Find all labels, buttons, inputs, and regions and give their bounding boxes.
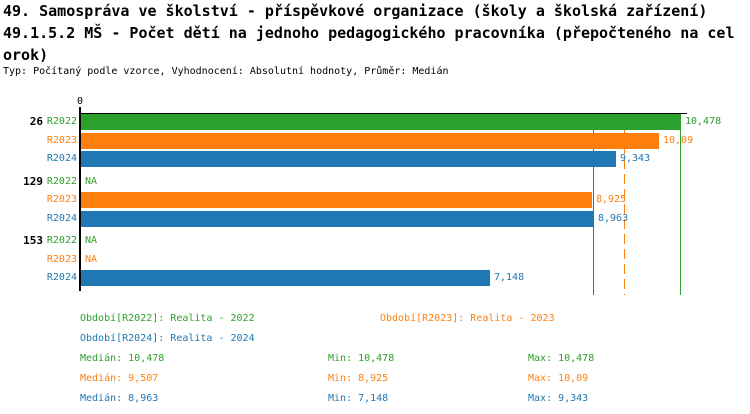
legend-item-r2023: Období[R2023]: Realita - 2023: [380, 313, 555, 324]
group-label-129: 129: [23, 174, 43, 188]
na-label: NA: [85, 235, 98, 246]
series-label-r2023: R2023: [46, 253, 77, 265]
bar-r2023: [81, 192, 592, 208]
stat-min-r2022: Min: 10,478: [328, 353, 395, 364]
bar-value-label: 10,478: [685, 116, 722, 127]
stat-max-r2024: Max: 9,343: [528, 393, 589, 404]
series-label-r2023: R2023: [46, 134, 77, 146]
page-title-line-1: 49. Samospráva ve školství - příspěvkové…: [3, 2, 708, 20]
bar-value-label: 8,925: [596, 194, 627, 205]
bar-chart-area: 0 26 R2022 10,478 R2023 10,09 R2024 9,343 129 R20…: [0, 90, 750, 300]
bar-r2024: [81, 210, 594, 227]
series-label-r2024: R2024: [46, 153, 77, 164]
bar-value-label: 8,963: [598, 212, 629, 224]
bar-r2024: [81, 151, 616, 167]
chart-meta-line: Typ: Počítaný podle vzorce, Vyhodnocení:…: [3, 66, 449, 77]
series-label-r2022: R2022: [46, 116, 77, 127]
series-label-r2023: R2023: [46, 194, 77, 205]
stat-median-r2023: Medián: 9,507: [80, 373, 159, 384]
stat-max-r2022: Max: 10,478: [528, 353, 595, 364]
series-label-r2022: R2022: [46, 235, 77, 246]
bar-r2022: [81, 114, 681, 130]
page-title-line-2: 49.1.5.2 MŠ - Počet dětí na jednoho peda…: [3, 24, 735, 42]
median-line-r2024: [593, 114, 594, 295]
median-line-r2022: [680, 114, 681, 295]
series-label-r2024: R2024: [46, 272, 77, 283]
na-label: NA: [85, 253, 98, 265]
group-label-26: 26: [29, 115, 43, 128]
stat-median-r2024: Medián: 8,963: [80, 393, 159, 404]
legend-item-r2024: Období[R2024]: Realita - 2024: [80, 333, 255, 344]
value-axis-line: [79, 107, 81, 291]
stat-min-r2024: Min: 7,148: [328, 393, 389, 404]
group-label-153: 153: [23, 234, 43, 247]
bar-value-label: 7,148: [494, 272, 525, 283]
series-label-r2022: R2022: [46, 175, 77, 187]
stat-max-r2023: Max: 10,09: [528, 373, 589, 384]
median-line-r2023: [624, 114, 625, 295]
bar-value-label: 9,343: [620, 153, 651, 164]
bar-r2023: [81, 132, 659, 149]
bar-value-label: 10,09: [663, 134, 694, 146]
legend-item-r2022: Období[R2022]: Realita - 2022: [80, 313, 255, 324]
series-label-r2024: R2024: [46, 212, 77, 224]
axis-zero-label: 0: [76, 96, 84, 107]
bar-r2024: [81, 270, 490, 286]
stat-min-r2023: Min: 8,925: [328, 373, 389, 384]
axis-top-line: [80, 113, 687, 114]
page-title-line-3: orok): [3, 46, 49, 64]
stat-median-r2022: Medián: 10,478: [80, 353, 165, 364]
na-label: NA: [85, 175, 98, 187]
